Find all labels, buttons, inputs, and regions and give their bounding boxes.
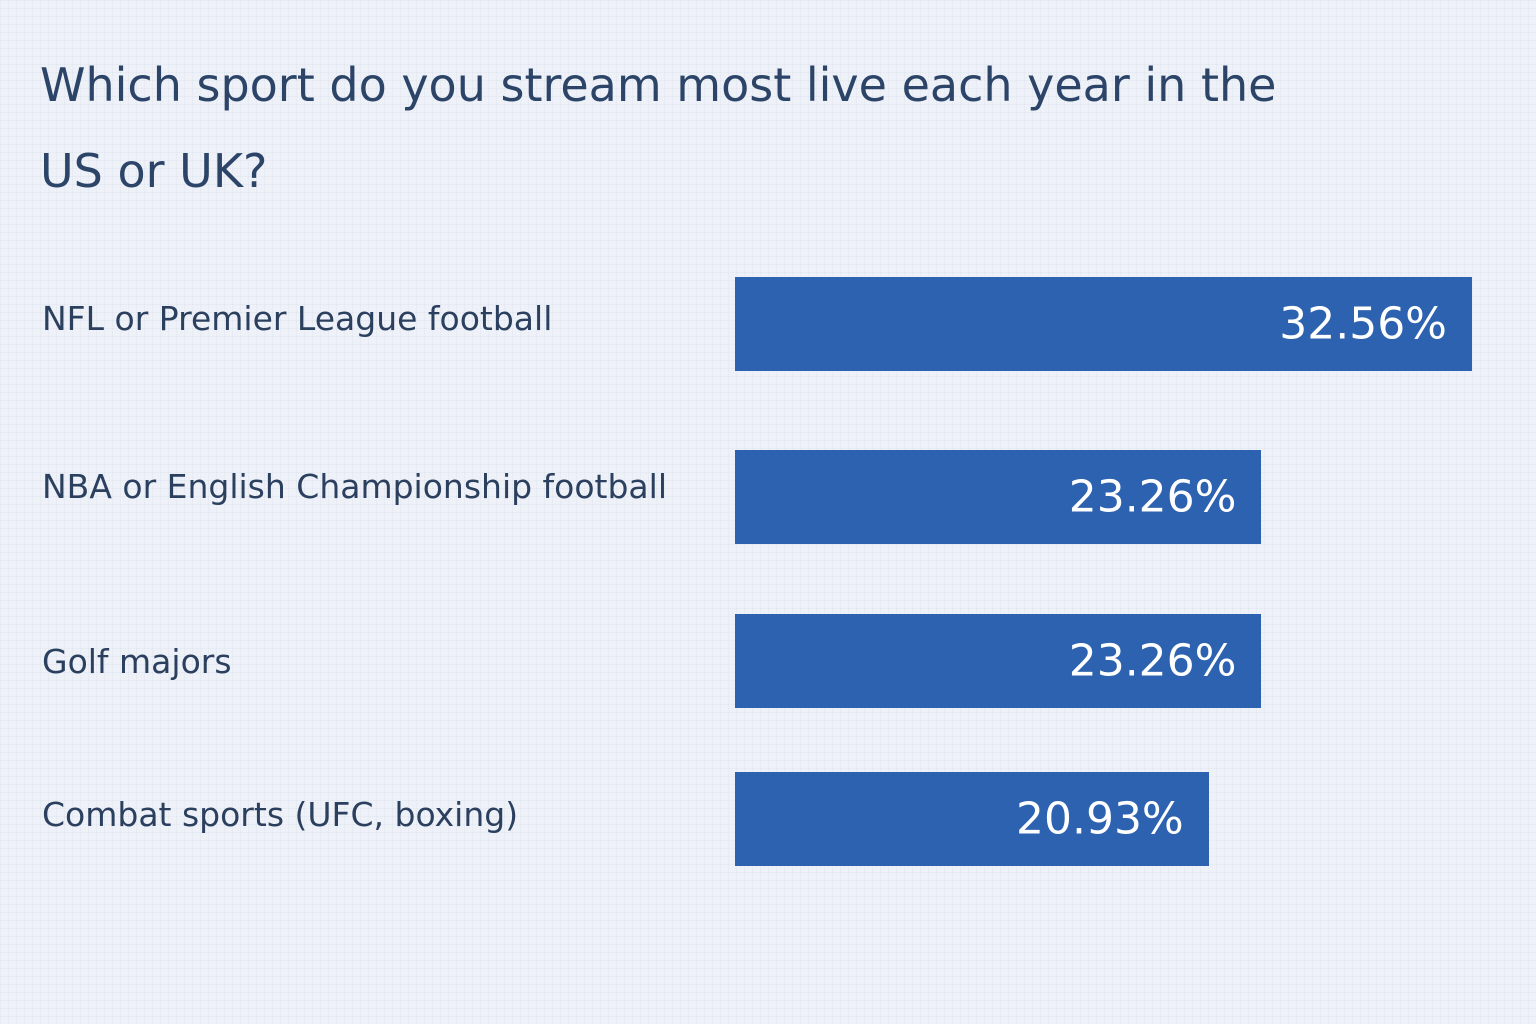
- category-label: Combat sports (UFC, boxing): [42, 795, 519, 834]
- category-label: NFL or Premier League football: [42, 299, 553, 338]
- bar: 32.56%: [735, 277, 1472, 371]
- value-label: 32.56%: [1279, 298, 1447, 350]
- value-label: 20.93%: [1015, 793, 1184, 845]
- category-label: NBA or English Championship football: [42, 467, 667, 506]
- bar: 23.26%: [735, 614, 1262, 708]
- category-label: Golf majors: [42, 642, 232, 681]
- chart-title: Which sport do you stream most live each…: [40, 58, 1277, 198]
- bar: 20.93%: [735, 772, 1209, 866]
- value-label: 23.26%: [1068, 635, 1237, 687]
- value-label: 23.26%: [1068, 471, 1237, 523]
- bar: 23.26%: [735, 450, 1262, 544]
